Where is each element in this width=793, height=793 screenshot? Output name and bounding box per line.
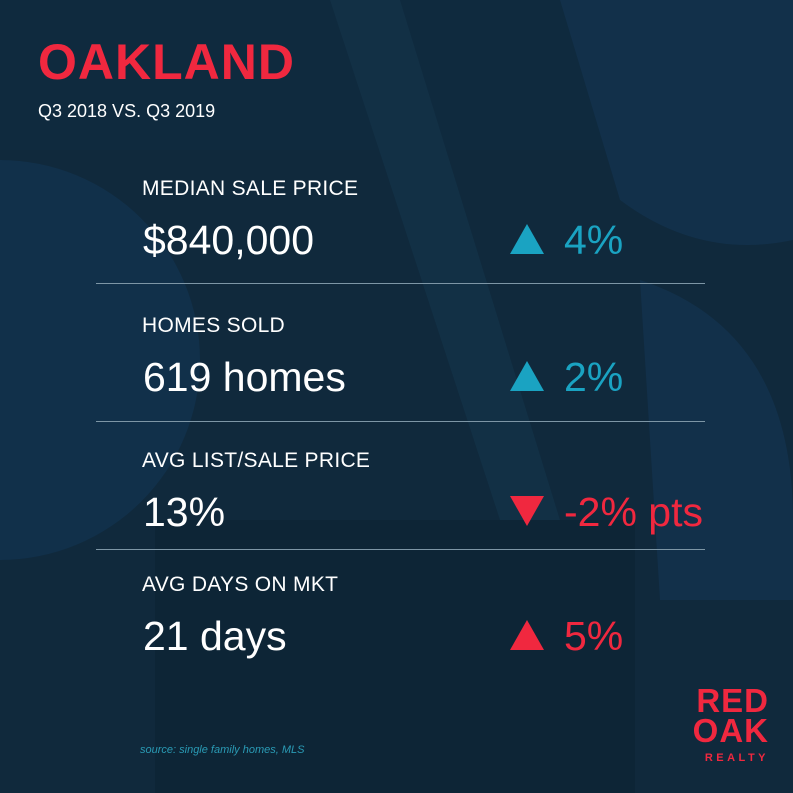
- metric-label: HOMES SOLD: [142, 314, 286, 337]
- logo-line-2: OAK: [692, 712, 769, 749]
- divider: [96, 549, 705, 550]
- metric-value: 619 homes: [143, 354, 346, 400]
- metric-label: AVG LIST/SALE PRICE: [142, 449, 371, 472]
- metric-change: 5%: [510, 612, 623, 660]
- metric-change: 4%: [510, 216, 623, 264]
- metric-change-value: -2% pts: [564, 489, 703, 535]
- red-oak-realty-logo: RED OAK REALTY: [679, 682, 769, 764]
- metric-change-value: 5%: [564, 613, 624, 659]
- logo-sub: REALTY: [704, 752, 769, 764]
- triangle-down-icon: [510, 496, 544, 527]
- triangle-up-icon: [510, 224, 544, 255]
- logo-line-1: RED: [696, 682, 769, 719]
- page-subtitle: Q3 2018 VS. Q3 2019: [38, 101, 216, 121]
- triangle-up-icon: [510, 361, 544, 392]
- page-title: OAKLAND: [38, 34, 295, 90]
- metric-change-value: 2%: [564, 354, 624, 400]
- metric-change: -2% pts: [510, 488, 703, 536]
- metric-value: 21 days: [143, 613, 287, 659]
- metric-label: MEDIAN SALE PRICE: [142, 177, 359, 200]
- divider: [96, 283, 705, 284]
- metric-value: $840,000: [143, 217, 315, 263]
- divider: [96, 421, 705, 422]
- metric-change: 2%: [510, 353, 623, 401]
- triangle-up-icon: [510, 620, 544, 651]
- metric-change-value: 4%: [564, 217, 624, 263]
- source-note: source: single family homes, MLS: [140, 744, 305, 756]
- metric-label: AVG DAYS ON MKT: [142, 573, 339, 596]
- metric-value: 13%: [143, 489, 226, 535]
